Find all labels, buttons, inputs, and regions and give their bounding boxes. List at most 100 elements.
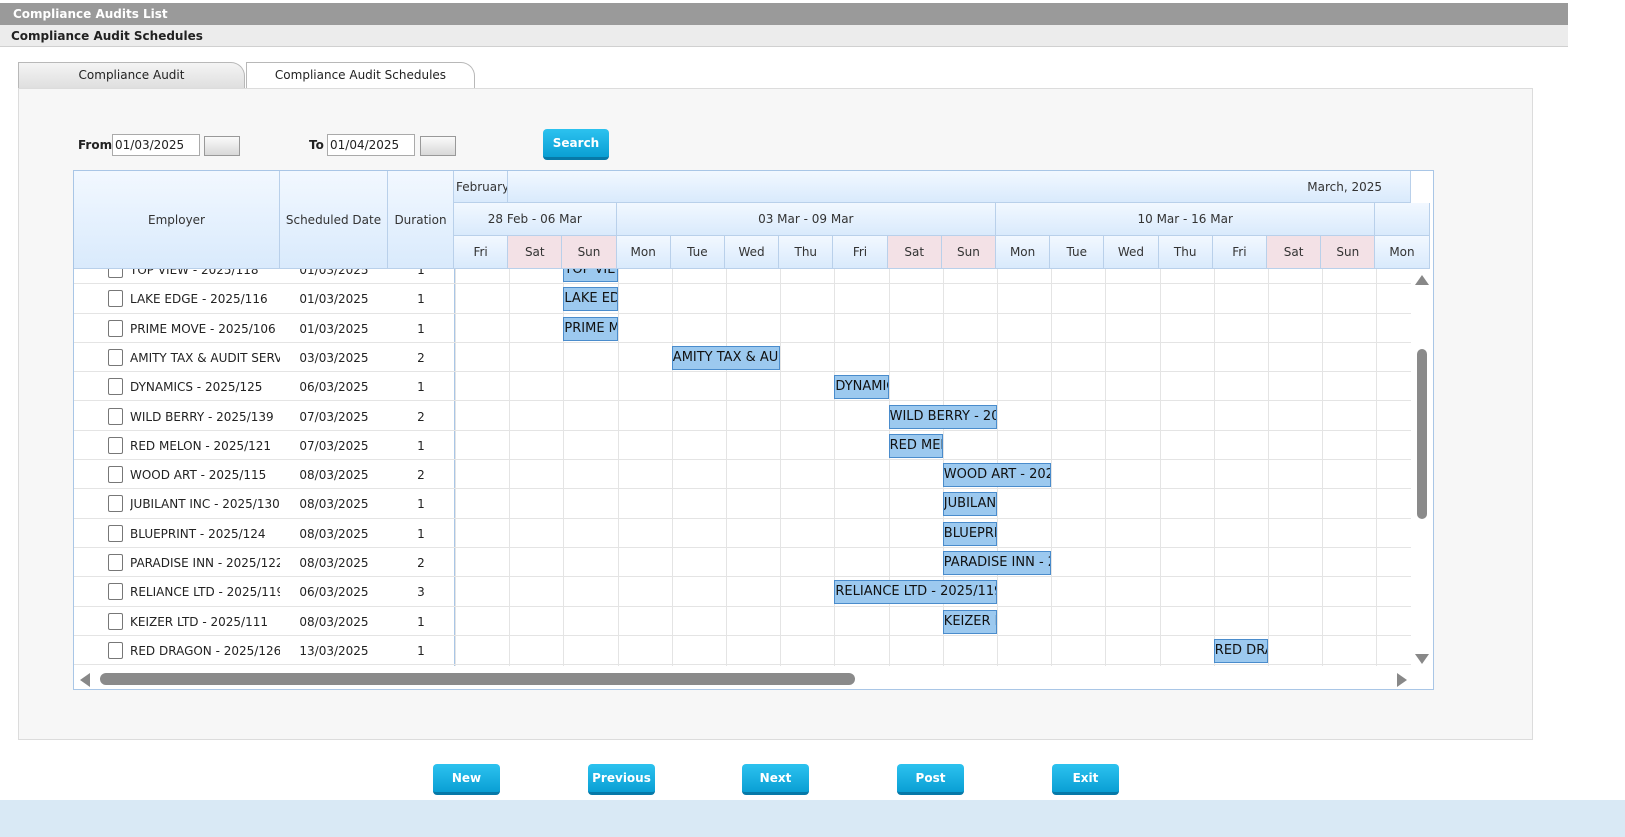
- checkbox[interactable]: [108, 583, 123, 601]
- row: [74, 402, 1411, 431]
- day-line: [834, 269, 836, 666]
- scheduled-date: 03/03/2025: [299, 350, 369, 365]
- day-line: [726, 269, 727, 666]
- employer: DYNAMICS - 2025/125: [130, 380, 263, 395]
- schedule-bar[interactable]: RED DRAGON - 2025/126: [1213, 638, 1268, 663]
- duration: 2: [417, 350, 425, 365]
- tab-active[interactable]: Compliance Audit Schedules: [246, 62, 475, 90]
- row: [74, 607, 1411, 636]
- day-line: [1268, 269, 1269, 666]
- checkbox[interactable]: [108, 466, 123, 484]
- duration: 1: [417, 292, 425, 307]
- employer: JUBILANT INC - 2025/130: [130, 497, 280, 512]
- h-thumb[interactable]: [100, 673, 855, 685]
- day-header: Sat: [508, 236, 563, 269]
- day-line: [888, 269, 890, 666]
- action-button[interactable]: Next: [742, 764, 809, 795]
- checkbox[interactable]: [108, 348, 123, 366]
- schedule-bar[interactable]: RELIANCE LTD - 2025/119: [834, 580, 997, 605]
- duration: 1: [417, 526, 425, 541]
- schedule-bar[interactable]: PARADISE INN - 2025/122: [942, 551, 1052, 575]
- scheduled-date: 07/03/2025: [299, 409, 369, 424]
- checkbox[interactable]: [108, 554, 123, 571]
- employer: PARADISE INN - 2025/122: [130, 556, 280, 570]
- schedule-bar[interactable]: BLUEPRINT - 2025/124: [942, 521, 997, 546]
- schedule-bar[interactable]: LAKE EDGE - 2025/116: [563, 287, 618, 312]
- gantt-area: TOP VIEW - 2025/118 LAKE EDGE - 2025/116 P…: [454, 269, 1411, 666]
- day-line: [1159, 269, 1161, 666]
- scheduled-date: 01/03/2025: [299, 292, 369, 307]
- schedule-bar[interactable]: WOOD ART - 2025/115: [942, 463, 1052, 488]
- checkbox[interactable]: [108, 290, 123, 308]
- schedule-bar[interactable]: JUBILANT INC - 2025/130: [942, 492, 997, 517]
- checkbox[interactable]: [108, 524, 123, 542]
- schedule-bar[interactable]: DYNAMICS - 2025/125: [834, 375, 889, 400]
- duration: 1: [417, 614, 425, 629]
- schedule-bar[interactable]: PRIME MOVE - 2025/106: [563, 316, 618, 341]
- day-line: [1322, 269, 1324, 666]
- scheduled-date: 01/03/2025: [299, 321, 369, 336]
- search-button[interactable]: Search: [543, 129, 609, 160]
- to-input[interactable]: 01/04/2025: [327, 134, 415, 156]
- column-header: Scheduled Date: [280, 171, 388, 269]
- scheduled-date: 06/03/2025: [299, 585, 369, 600]
- checkbox[interactable]: [108, 495, 123, 513]
- scroll-up[interactable]: [1415, 275, 1429, 285]
- week-header: 03 Mar - 09 Mar: [616, 203, 996, 236]
- week-header: 10 Mar - 16 Mar: [996, 203, 1376, 236]
- day-header: Sun: [941, 236, 996, 269]
- day-header: Fri: [454, 236, 509, 269]
- column-header: Employer: [74, 171, 280, 269]
- scroll-left[interactable]: [80, 673, 90, 687]
- footer-strip: [0, 800, 1625, 837]
- scroll-right[interactable]: [1397, 673, 1407, 687]
- calendar-button[interactable]: [420, 136, 456, 156]
- employer: KEIZER LTD - 2025/111: [130, 614, 268, 629]
- checkbox[interactable]: [108, 378, 123, 396]
- v-thumb[interactable]: [1417, 349, 1427, 519]
- day-line: [617, 269, 619, 666]
- action-button[interactable]: Exit: [1052, 764, 1119, 795]
- schedule-bar[interactable]: KEIZER LTD - 2025/111: [942, 609, 997, 634]
- duration: 2: [417, 556, 425, 570]
- schedule-bar[interactable]: RED MELON - 2025/121: [888, 433, 943, 458]
- day-header: Sun: [1321, 236, 1376, 269]
- row: [74, 372, 1411, 402]
- day-line: [671, 269, 673, 666]
- scheduled-date: 08/03/2025: [299, 468, 369, 483]
- employer: RELIANCE LTD - 2025/119: [130, 585, 280, 600]
- checkbox[interactable]: [108, 612, 123, 630]
- checkbox[interactable]: [108, 436, 123, 454]
- column-header: Duration: [388, 171, 454, 269]
- row: [74, 519, 1411, 548]
- day-line: [1376, 269, 1378, 666]
- action-button[interactable]: Previous: [588, 764, 655, 795]
- schedule-bar[interactable]: AMITY TAX & AUDIT SERVIC: [671, 345, 781, 370]
- checkbox[interactable]: [108, 269, 123, 278]
- checkbox[interactable]: [108, 641, 123, 659]
- day-line: [1213, 269, 1215, 666]
- checkbox[interactable]: [108, 407, 123, 425]
- from-input[interactable]: 01/03/2025: [112, 134, 200, 156]
- action-button[interactable]: New: [433, 764, 500, 795]
- row: [74, 489, 1411, 519]
- tab[interactable]: Compliance Audit: [18, 62, 245, 89]
- checkbox[interactable]: [108, 319, 123, 337]
- duration: 2: [417, 409, 425, 424]
- month-header: February,: [454, 171, 509, 203]
- action-button[interactable]: Post: [897, 764, 964, 795]
- scroll-down[interactable]: [1415, 654, 1429, 664]
- employer: BLUEPRINT - 2025/124: [130, 526, 266, 541]
- schedule-bar[interactable]: TOP VIEW - 2025/118: [563, 269, 618, 282]
- day-header: Fri: [833, 236, 888, 269]
- row: [74, 460, 1411, 490]
- schedule-bar[interactable]: WILD BERRY - 2025/139: [888, 404, 997, 429]
- calendar-button[interactable]: [204, 136, 240, 156]
- duration: 1: [417, 643, 425, 658]
- week-header: 28 Feb - 06 Mar: [454, 203, 617, 236]
- day-header: Mon: [1375, 236, 1430, 269]
- to-label: To: [309, 138, 324, 152]
- day-header: Mon: [996, 236, 1051, 269]
- day-header: Sat: [1267, 236, 1322, 269]
